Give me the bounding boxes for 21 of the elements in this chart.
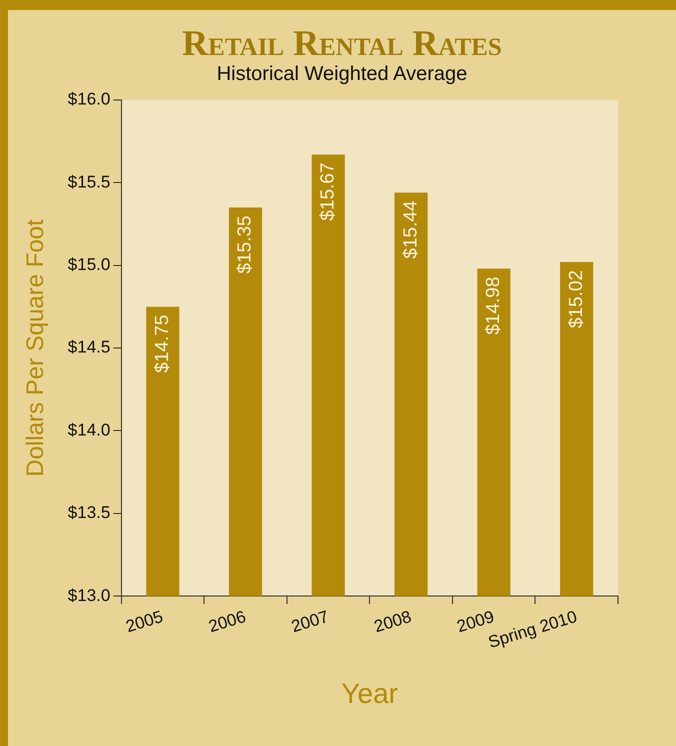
chart-subtitle: Historical Weighted Average [216, 62, 468, 86]
data-label: $15.35 [234, 215, 256, 274]
data-label: $15.02 [566, 270, 587, 328]
x-axis-title: Year [341, 678, 398, 709]
x-tick-label: 2005 [124, 606, 166, 636]
data-label: $15.44 [400, 200, 422, 259]
data-label: $14.75 [152, 314, 173, 373]
y-tick-label: $13.5 [68, 503, 110, 522]
data-label: $14.98 [483, 276, 504, 335]
y-tick-label: $15.5 [68, 172, 110, 192]
y-tick-label: $14.5 [68, 338, 110, 357]
data-label: $15.67 [318, 162, 339, 221]
y-tick-label: $13.0 [68, 586, 110, 605]
x-tick-label: 2007 [289, 606, 331, 636]
y-axis-title: Dollars Per Square Foot [22, 218, 50, 477]
y-tick-label: $14.0 [68, 420, 110, 440]
x-tick-label: 2006 [206, 606, 248, 636]
y-tick-label: $16.0 [68, 90, 110, 109]
chart-title: Retail Rental Rates [181, 23, 503, 63]
y-tick-label: $15.0 [68, 255, 110, 274]
x-tick-label: 2008 [372, 606, 414, 636]
